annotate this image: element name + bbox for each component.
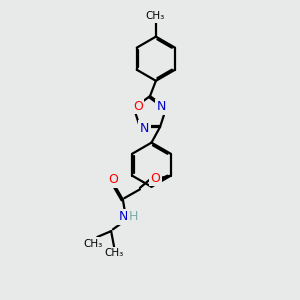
Text: N: N [119, 211, 128, 224]
Text: O: O [133, 100, 143, 113]
Text: N: N [140, 122, 149, 135]
Text: O: O [108, 173, 118, 186]
Text: CH₃: CH₃ [83, 239, 103, 249]
Text: H: H [129, 211, 138, 224]
Text: CH₃: CH₃ [104, 248, 124, 259]
Text: N: N [157, 100, 166, 113]
Text: CH₃: CH₃ [146, 11, 165, 21]
Text: O: O [150, 172, 160, 184]
